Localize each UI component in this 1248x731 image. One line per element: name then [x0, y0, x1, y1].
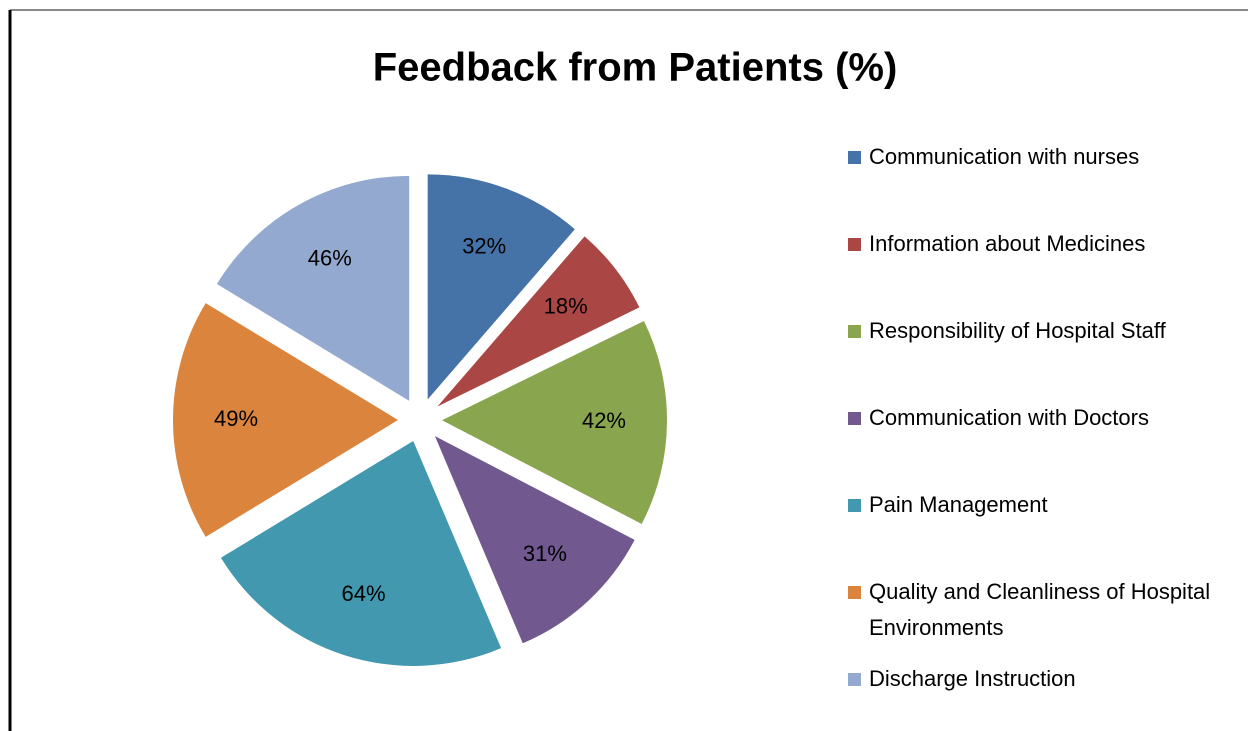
legend-item: Quality and Cleanliness of Hospital Envi… [848, 574, 1239, 646]
legend-label: Quality and Cleanliness of Hospital Envi… [869, 579, 1211, 640]
legend-swatch [848, 586, 861, 599]
pie-slice [441, 321, 667, 524]
pie-slice [434, 436, 635, 644]
legend-label: Information about Medicines [869, 231, 1146, 256]
data-label: 18% [544, 293, 588, 318]
pie-slice [427, 174, 575, 400]
pie-slice [220, 440, 502, 666]
data-label: 46% [308, 245, 352, 270]
chart-title: Feedback from Patients (%) [373, 46, 898, 90]
legend-swatch [848, 151, 861, 164]
legend-label: Pain Management [869, 492, 1048, 517]
legend-item: Responsibility of Hospital Staff [848, 313, 1239, 349]
legend-item: Information about Medicines [848, 226, 1239, 262]
pie-slice [216, 175, 410, 401]
data-label: 49% [214, 406, 258, 431]
legend-label: Responsibility of Hospital Staff [869, 318, 1166, 343]
data-label: 31% [523, 541, 567, 566]
data-label: 64% [342, 581, 386, 606]
legend-label: Communication with nurses [869, 144, 1140, 169]
legend-label: Communication with Doctors [869, 405, 1149, 430]
pie-slice [173, 303, 398, 537]
data-label: 42% [582, 408, 626, 433]
legend-swatch [848, 412, 861, 425]
legend-swatch [848, 673, 861, 686]
legend-swatch [848, 499, 861, 512]
pie-slice [437, 236, 640, 407]
legend-item: Discharge Instruction [848, 661, 1239, 697]
legend-item: Pain Management [848, 487, 1239, 523]
data-label: 32% [462, 233, 506, 258]
legend-item: Communication with nurses [848, 139, 1239, 175]
legend-swatch [848, 238, 861, 251]
legend-label: Discharge Instruction [869, 666, 1076, 691]
legend-item: Communication with Doctors [848, 400, 1239, 436]
legend-swatch [848, 325, 861, 338]
